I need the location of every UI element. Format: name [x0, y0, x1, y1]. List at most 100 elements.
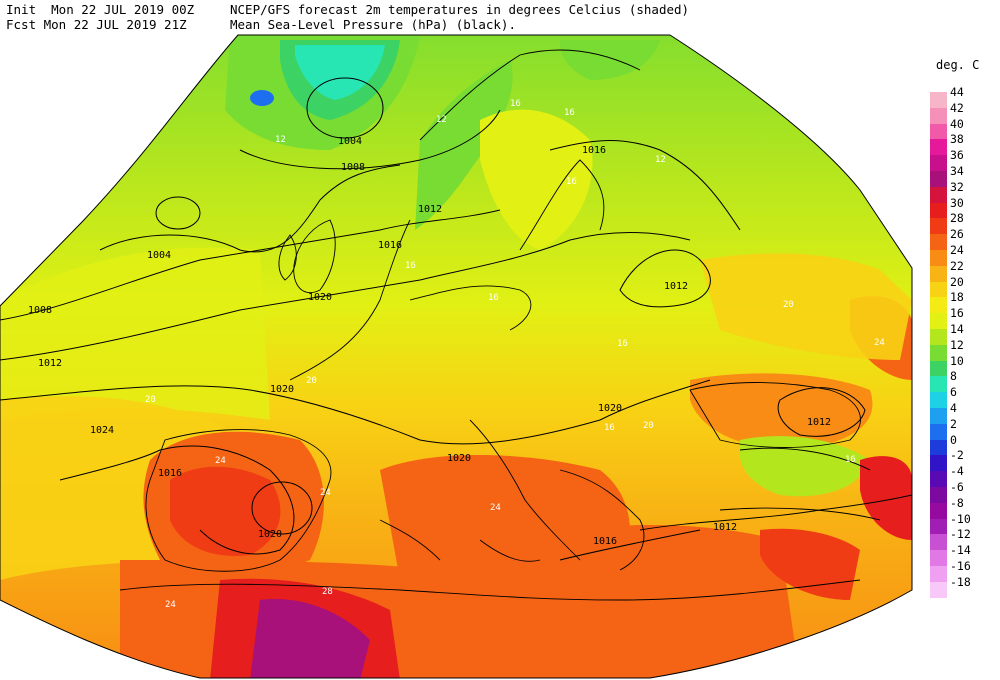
legend-swatch [930, 487, 947, 503]
legend-tick-label: 32 [950, 179, 964, 194]
legend-swatch [930, 218, 947, 235]
isobar-label: 1008 [28, 305, 52, 316]
legend-swatch [930, 281, 947, 298]
legend-swatch [930, 392, 947, 409]
temperature-label: 12 [436, 115, 447, 125]
temperature-label: 24 [874, 338, 885, 348]
legend-tick-label: 10 [950, 353, 964, 368]
temperature-label: 16 [488, 293, 499, 303]
temperature-label: 16 [617, 339, 628, 349]
legend-swatch [930, 313, 947, 330]
legend-tick-label: 2 [950, 416, 957, 431]
temperature-label: 16 [564, 108, 575, 118]
isobar-label: 1016 [158, 468, 182, 479]
temperature-label: 24 [490, 503, 501, 513]
legend-swatch [930, 344, 947, 361]
isobars [0, 77, 912, 561]
legend-tick-label: 8 [950, 369, 957, 384]
legend-swatch [930, 139, 947, 156]
isobar-label: 1016 [582, 145, 606, 156]
color-legend: deg. C 44 42 40 38 36 34 32 30 28 26 24 22 20 18 16 14 1… [930, 58, 1000, 600]
legend-tick-label: -12 [950, 527, 971, 542]
legend-tick-label: 28 [950, 211, 964, 226]
legend-swatch [930, 439, 947, 456]
legend-swatch [930, 155, 947, 172]
title-line-1: NCEP/GFS forecast 2m temperatures in deg… [230, 2, 690, 17]
legend-swatch [930, 250, 947, 266]
legend-swatch [930, 471, 947, 488]
isobar-label: 1012 [664, 281, 688, 292]
legend-tick-label: 26 [950, 227, 964, 242]
legend-scale: 44 42 40 38 36 34 32 30 28 26 24 22 20 18 16 14 12 10 8 6 4 2… [930, 86, 1000, 598]
isobar-label: 1020 [258, 529, 282, 540]
temperature-label: 28 [322, 587, 333, 597]
isobar-label: 1004 [147, 250, 171, 261]
isobar-label-group: 1004 1008 1004 1012 1016 1008 1020 1012 … [28, 136, 831, 547]
legend-tick-label: 42 [950, 100, 964, 115]
legend-tick-label: -6 [950, 480, 964, 494]
legend-tick-label: 20 [950, 274, 964, 289]
legend-swatch [930, 329, 947, 345]
coastlines [119, 49, 881, 601]
legend-swatch [930, 502, 947, 519]
header: Init Mon 22 JUL 2019 00Z Fcst Mon 22 JUL… [6, 2, 689, 77]
legend-tick-label: 44 [950, 85, 964, 99]
legend-swatch [930, 123, 947, 140]
legend-tick-label: -18 [950, 574, 971, 589]
temperature-label: 20 [145, 395, 156, 405]
legend-tick-label: 16 [950, 306, 964, 321]
legend-swatch [930, 534, 947, 551]
legend-tick-label: 34 [950, 164, 964, 178]
legend-swatch [930, 202, 947, 219]
temperature-label: 24 [215, 456, 226, 466]
isobar-label: 1012 [807, 417, 831, 428]
isobar-label: 1004 [338, 136, 362, 147]
temperature-label: 16 [405, 261, 416, 271]
temperature-label: 20 [643, 421, 654, 431]
temperature-label-group: 12 16 16 12 16 16 20 20 24 24 24 28 24 1… [145, 99, 885, 610]
init-label: Init Mon 22 JUL 2019 00Z [6, 2, 195, 17]
isobar-label: 1016 [593, 536, 617, 547]
legend-tick-label: 0 [950, 432, 957, 447]
legend-tick-label: -14 [950, 543, 971, 558]
temperature-label: 16 [566, 177, 577, 187]
legend-tick-label: 22 [950, 258, 964, 273]
temperature-label: 24 [165, 600, 176, 610]
legend-swatch [930, 171, 947, 187]
title-line-2: Mean Sea-Level Pressure (hPa) (black). [230, 17, 516, 32]
temperature-label: 16 [845, 455, 856, 465]
legend-swatch [930, 376, 947, 393]
forecast-label: Fcst Mon 22 JUL 2019 21Z [6, 17, 187, 32]
isobar-label: 1020 [447, 453, 471, 464]
isobar-label: 1020 [598, 403, 622, 414]
legend-swatch [930, 360, 947, 377]
legend-swatch [930, 265, 947, 282]
legend-tick-label: -2 [950, 448, 964, 463]
isobar-label: 1024 [90, 425, 114, 436]
temperature-label: 20 [783, 300, 794, 310]
legend-tick-label: 40 [950, 116, 964, 131]
temperature-label: 24 [320, 488, 331, 498]
legend-tick-label: -10 [950, 511, 971, 526]
temperature-label: 12 [655, 155, 666, 165]
legend-swatch [930, 581, 947, 598]
isobar-label: 1012 [418, 204, 442, 215]
legend-swatch [930, 550, 947, 567]
legend-tick-label: 24 [950, 243, 964, 257]
legend-tick-label: 4 [950, 401, 957, 415]
legend-swatch [930, 92, 947, 108]
legend-swatch [930, 423, 947, 440]
legend-swatch [930, 455, 947, 472]
legend-swatch [930, 107, 947, 124]
legend-swatch [930, 566, 947, 582]
legend-tick-label: 36 [950, 148, 964, 163]
isobar-label: 1020 [308, 292, 332, 303]
legend-tick-label: -4 [950, 464, 964, 479]
legend-swatch [930, 518, 947, 535]
temperature-label: 16 [604, 423, 615, 433]
map-domain-border [0, 34, 913, 679]
legend-unit: deg. C [936, 58, 980, 72]
legend-tick-label: -8 [950, 495, 964, 510]
